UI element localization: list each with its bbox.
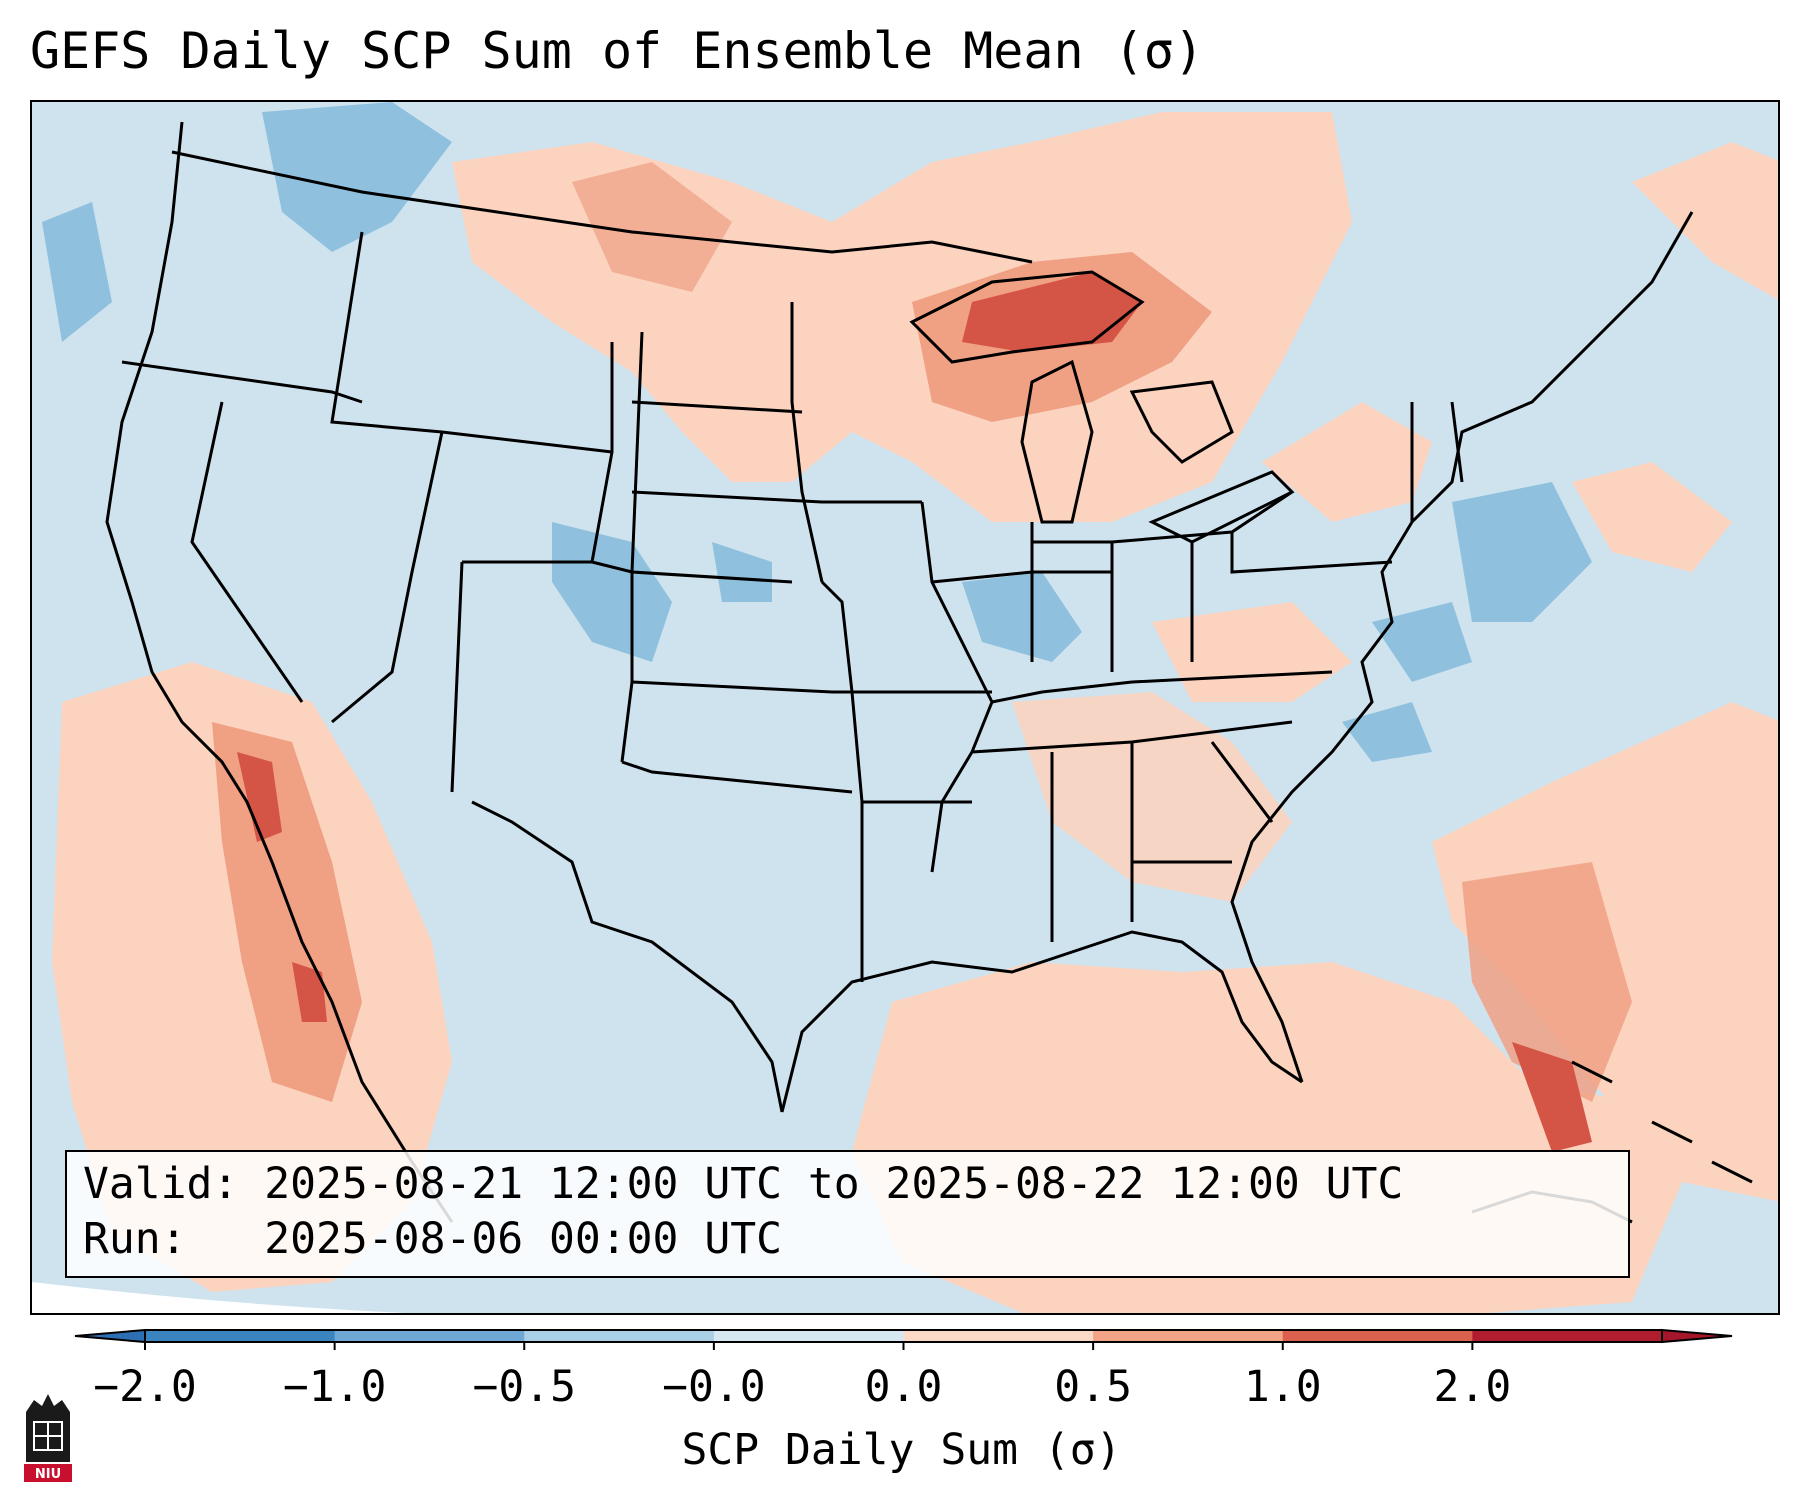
colorbar-tick-label: 1.0 [1243,1362,1322,1412]
colorbar-segment [1472,1330,1663,1342]
east-coastline [1230,211,1694,1083]
lake-superior [909,270,1145,364]
colorbar-tick-label: −2.0 [93,1362,197,1412]
gulf-coastline [780,930,1303,1113]
negative-anomaly-layer [42,102,1592,762]
colorbar-segment [145,1330,336,1342]
positive-anomaly-layer [52,112,1778,1313]
lake-huron [1129,380,1234,464]
west-coastline [105,121,454,1223]
colorbar-tick-label: −1.0 [282,1362,387,1412]
logo-text-background [24,1464,72,1482]
colorbar-tick-label: 0.5 [1054,1362,1132,1412]
logo-text: NIU [35,1467,61,1482]
niu-logo: NIU [24,1394,72,1482]
colorbar-tick-label: −0.5 [472,1362,577,1412]
colorbar-tick-label: 2.0 [1433,1362,1512,1412]
colorbar [74,1328,1733,1350]
colorbar-segment [334,1330,525,1342]
lake-michigan [1020,359,1094,524]
colorbar-segment [903,1330,1094,1342]
colorbar-segment [1282,1330,1473,1342]
valid-run-info-box: Valid: 2025-08-21 12:00 UTC to 2025-08-2… [65,1150,1630,1278]
run-value: 2025-08-06 00:00 UTC [264,1214,782,1264]
colorbar-tick-label: −0.0 [662,1362,766,1412]
colorbar-segment [524,1330,715,1342]
run-label: Run: [83,1214,187,1264]
colorbar-tick-label: 0.0 [864,1362,943,1412]
colorbar-label: SCP Daily Sum (σ) [681,1425,1122,1475]
map-panel [30,100,1780,1315]
boundaries-layer [105,121,1694,1223]
colorbar-extend-low [74,1328,146,1344]
chart-title: GEFS Daily SCP Sum of Ensemble Mean (σ) [30,22,1204,80]
off-grid-area [32,1282,405,1313]
valid-value: 2025-08-21 12:00 UTC to 2025-08-22 12:00… [264,1159,1404,1209]
colorbar-segment [713,1330,904,1342]
canada-border [171,150,1033,264]
valid-label: Valid: [83,1159,239,1209]
map-canvas [32,102,1778,1313]
colorbar-extend-high [1661,1328,1733,1344]
mexico-border [471,800,784,1113]
colorbar-segment [1093,1330,1284,1342]
